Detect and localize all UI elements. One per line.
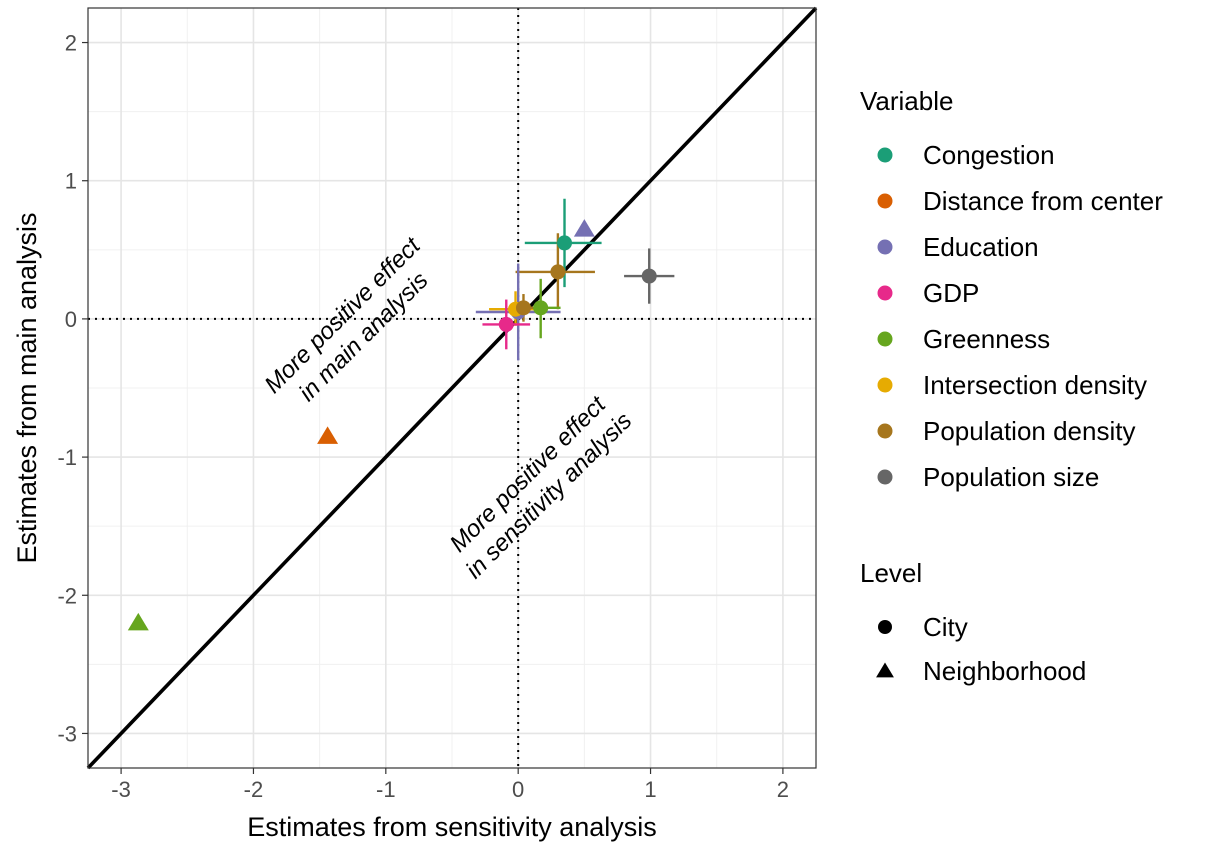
legend-label: Intersection density — [923, 370, 1147, 400]
legend-key-circle — [877, 147, 893, 163]
plot-panel: More positive effectin main analysisMore… — [86, 6, 818, 770]
x-tick-label: -2 — [244, 777, 264, 802]
legend-key-circle — [878, 620, 892, 634]
legend-label: GDP — [923, 278, 979, 308]
legend-label: Distance from center — [923, 186, 1163, 216]
point-triangle — [127, 612, 149, 631]
y-tick-label: -1 — [57, 445, 77, 470]
legend-key-triangle — [876, 662, 894, 678]
point-triangle — [317, 426, 339, 444]
x-tick-label: 0 — [512, 777, 524, 802]
y-tick-label: 2 — [65, 31, 77, 56]
legend-key-circle — [877, 377, 893, 393]
legend-key-circle — [877, 469, 893, 485]
x-axis-title: Estimates from sensitivity analysis — [247, 812, 657, 842]
legend-key-circle — [877, 331, 893, 347]
x-tick-label: 1 — [644, 777, 656, 802]
point-triangle — [573, 219, 595, 237]
y-tick-label: -2 — [57, 583, 77, 608]
legend-label: Neighborhood — [923, 656, 1086, 686]
x-tick-label: -1 — [376, 777, 396, 802]
y-tick-label: 1 — [65, 169, 77, 194]
point-circle — [641, 268, 657, 284]
x-axis: -3 -2 -1 0 1 2 — [111, 768, 789, 802]
legend-label: Education — [923, 232, 1039, 262]
point-circle — [550, 264, 566, 280]
point-circle — [557, 235, 573, 251]
legend-key-circle — [877, 239, 893, 255]
y-axis-title: Estimates from main analysis — [12, 212, 42, 563]
legend-key-circle — [877, 423, 893, 439]
y-tick-label: -3 — [57, 721, 77, 746]
x-tick-label: -3 — [111, 777, 131, 802]
legend-label: Population density — [923, 416, 1135, 446]
legend-label: Greenness — [923, 324, 1050, 354]
legend-key-circle — [877, 193, 893, 209]
reference-lines — [86, 6, 818, 770]
y-tick-label: 0 — [65, 307, 77, 332]
panel-border — [87, 7, 817, 769]
legend-label: Population size — [923, 462, 1099, 492]
legend: Variable Congestion Distance from center Ed… — [860, 86, 1163, 686]
point-circle — [533, 300, 549, 316]
legend-title-variable: Variable — [860, 86, 953, 116]
legend-title-level: Level — [860, 558, 922, 588]
point-circle — [515, 300, 531, 316]
legend-label: Congestion — [923, 140, 1055, 170]
y-axis: -3 -2 -1 0 1 2 — [57, 31, 88, 746]
legend-key-circle — [877, 285, 893, 301]
legend-label: City — [923, 612, 968, 642]
data-points — [127, 219, 657, 631]
x-tick-label: 2 — [777, 777, 789, 802]
identity-line — [86, 6, 818, 770]
point-circle — [498, 316, 514, 332]
